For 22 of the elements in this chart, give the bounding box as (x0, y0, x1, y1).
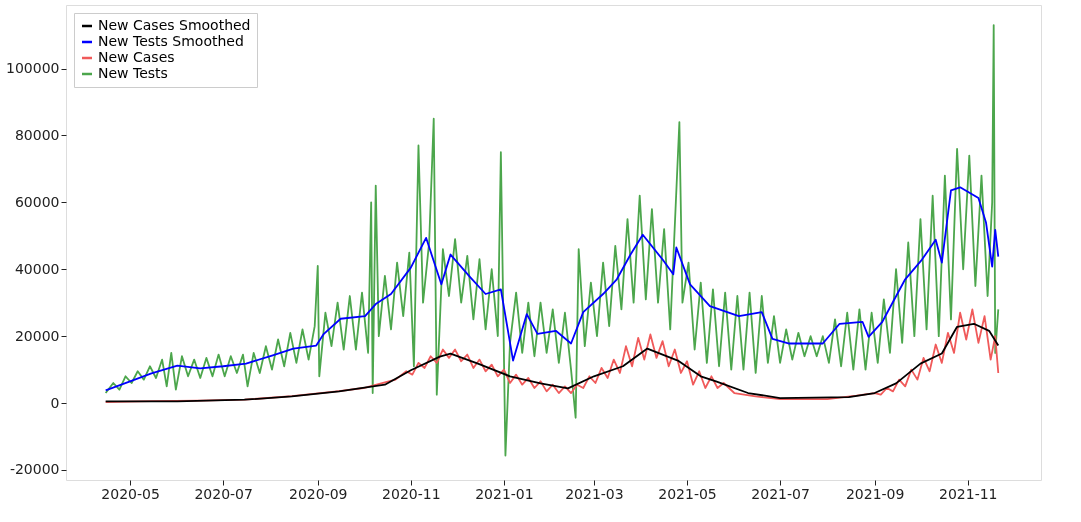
x-tick-label: 2021-09 (845, 485, 905, 502)
x-tick-label: 2021-07 (751, 485, 810, 502)
legend-label: New Cases (98, 49, 175, 65)
legend-label: New Tests Smoothed (98, 33, 244, 49)
x-tick-label: 2021-03 (565, 485, 624, 502)
x-tick-label: 2021-11 (939, 485, 998, 502)
x-tick-label: 2021-01 (475, 485, 534, 502)
x-tick-label: 2020-09 (289, 485, 348, 502)
x-tick-label: 2020-11 (382, 485, 441, 502)
y-tick-label: 100000 (6, 60, 60, 77)
y-tick-label: 40000 (14, 260, 60, 277)
y-tick-label: 0 (50, 394, 60, 411)
x-tick-label: 2020-07 (194, 485, 253, 502)
x-tick-label: 2020-05 (101, 485, 160, 502)
line-series (104, 186, 1000, 392)
legend-label: New Cases Smoothed (98, 17, 251, 33)
y-tick-label: 60000 (14, 193, 60, 210)
x-tick-label: 2021-05 (658, 485, 717, 502)
y-tick-label: 20000 (14, 327, 60, 344)
y-tick-label: 80000 (14, 126, 60, 143)
y-tick-label: -20000 (9, 461, 60, 478)
legend-label: New Tests (98, 65, 168, 81)
